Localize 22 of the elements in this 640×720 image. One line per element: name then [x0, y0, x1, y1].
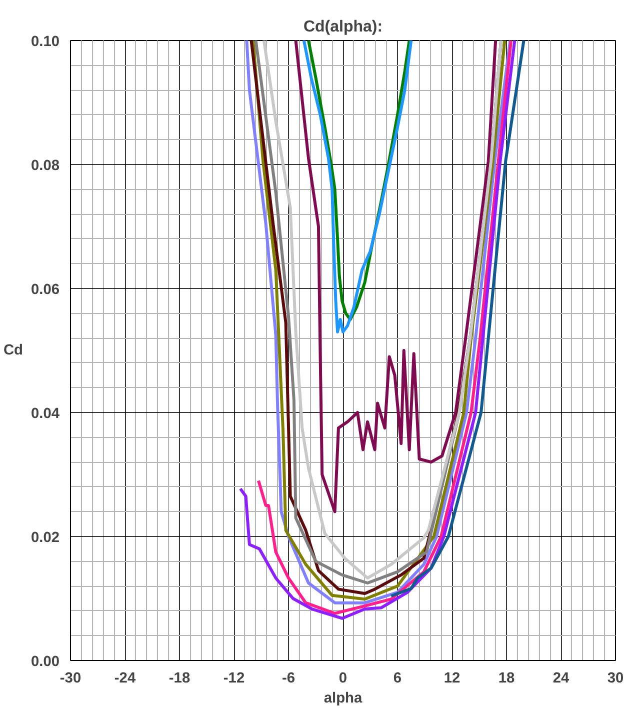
- x-tick-label: -6: [282, 670, 296, 686]
- x-tick-label: 0: [338, 670, 348, 686]
- y-tick-label: 0.08: [30, 158, 60, 174]
- line-series: [294, 40, 498, 514]
- x-tick-label: -24: [114, 670, 136, 686]
- y-tick-label: 0.00: [30, 654, 60, 670]
- y-tick-label: 0.06: [30, 282, 60, 298]
- x-tick-label: 6: [393, 670, 402, 686]
- x-axis-title: alpha: [324, 690, 363, 706]
- chart-title: Cd(alpha):: [303, 18, 383, 36]
- x-tick-label: 24: [552, 670, 570, 686]
- x-tick-label: -30: [60, 670, 82, 686]
- x-tick-label: 12: [444, 670, 460, 686]
- x-tick-label: -12: [223, 670, 245, 686]
- line-series: [390, 40, 526, 598]
- x-tick-label: 30: [607, 670, 624, 686]
- x-tick-label: -18: [168, 670, 190, 686]
- y-tick-label: 0.02: [30, 530, 60, 546]
- y-tick-label: 0.10: [30, 34, 60, 50]
- x-tick-label: 18: [498, 670, 515, 686]
- y-tick-label: 0.04: [30, 406, 60, 422]
- y-axis-title: Cd: [3, 342, 23, 358]
